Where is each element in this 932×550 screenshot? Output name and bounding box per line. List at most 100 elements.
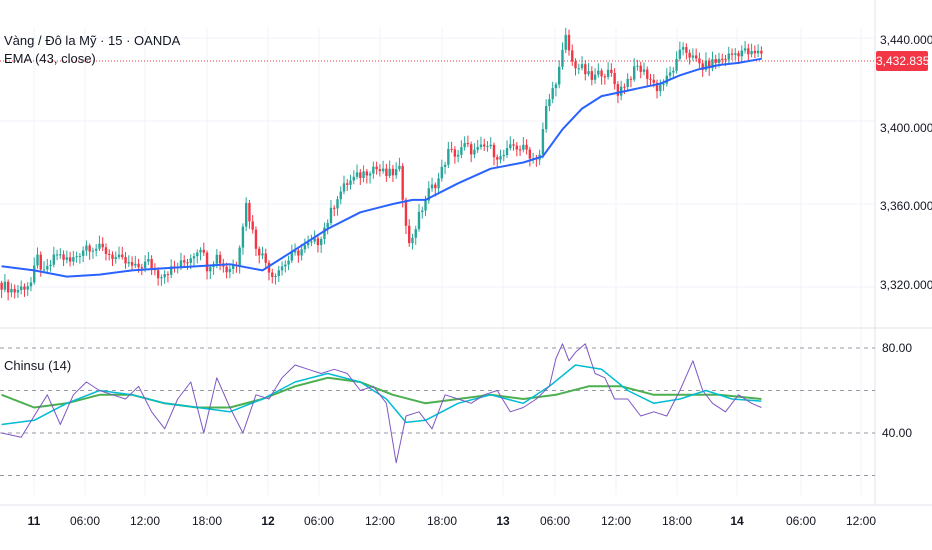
candle-body [134, 263, 137, 266]
candle-body [610, 69, 613, 74]
time-label: 12 [261, 514, 275, 528]
candle-body [707, 60, 711, 69]
candle-body [688, 52, 691, 58]
candle-body [606, 69, 610, 77]
candle-body [46, 266, 49, 270]
candle-body [365, 171, 369, 176]
candle-body [169, 266, 173, 275]
symbol-title[interactable]: Vàng / Đô la Mỹ · 15 · OANDA [4, 33, 181, 48]
candle-body [372, 166, 375, 174]
candle-body [522, 144, 525, 150]
candle-body [163, 274, 166, 278]
time-label: 13 [496, 514, 510, 528]
candle-body [261, 253, 264, 256]
candle-body [659, 84, 662, 92]
candle-body [642, 69, 646, 72]
candle-body [551, 88, 554, 100]
price-label: 3,360.000 [880, 199, 932, 213]
candle-body [33, 265, 36, 283]
candle-body [375, 166, 378, 170]
candle-body [362, 171, 365, 178]
oscillator-legend[interactable]: Chinsu (14) [4, 358, 72, 373]
candle-body [544, 105, 548, 130]
candle-body [518, 149, 522, 151]
candle-body [421, 210, 424, 212]
candle-body [704, 60, 708, 70]
candle-body [359, 172, 362, 178]
time-label: 12:00 [600, 514, 632, 528]
candle-body [483, 144, 486, 147]
candle-body [306, 242, 310, 246]
candle-body [150, 259, 153, 269]
candle-body [398, 165, 401, 170]
candle-body [453, 149, 457, 157]
candle-body [196, 252, 199, 257]
candle-body [3, 281, 7, 290]
candle-body [469, 144, 473, 155]
candle-body [300, 249, 303, 256]
candle-body [479, 144, 483, 148]
candle-body [541, 129, 545, 155]
candle-body [668, 72, 672, 76]
candle-body [629, 78, 633, 80]
candle-body [297, 250, 300, 256]
candle-body [98, 243, 101, 249]
candle-body [52, 254, 56, 265]
price-label: 3,440.000 [880, 33, 932, 47]
candle-body [127, 262, 130, 264]
candle-body [525, 144, 528, 150]
time-label: 12:00 [129, 514, 161, 528]
candle-body [603, 76, 607, 78]
candle-body [117, 254, 121, 258]
candle-body [290, 252, 294, 261]
candle-body [447, 148, 450, 165]
candle-body [342, 183, 346, 192]
candle-body [75, 256, 78, 258]
oscillator-fast-line [1, 343, 762, 464]
candle-body [401, 165, 404, 200]
time-label: 12:00 [364, 514, 396, 528]
candle-body [711, 59, 714, 69]
candle-body [724, 58, 727, 60]
candle-body [0, 282, 3, 290]
candle-body [672, 70, 675, 73]
ema-legend[interactable]: EMA (43, close) [4, 51, 96, 66]
time-label: 14 [730, 514, 744, 528]
candle-body [326, 223, 329, 228]
candle-body [580, 64, 584, 69]
candle-body [616, 84, 620, 96]
candle-body [280, 266, 284, 271]
candle-body [156, 270, 160, 279]
candle-body [636, 65, 639, 67]
candle-body [140, 267, 144, 269]
candle-body [437, 178, 440, 189]
candle-body [23, 286, 26, 290]
candle-body [274, 275, 277, 277]
oscillator-level-label: 40.00 [882, 426, 913, 440]
candle-body [548, 99, 551, 106]
price-label: 3,400.000 [880, 121, 932, 135]
candle-body [215, 254, 219, 264]
candle-body [750, 50, 753, 55]
candle-body [450, 148, 453, 150]
candle-body [639, 65, 642, 72]
candle-body [734, 53, 737, 55]
candle-body [202, 249, 205, 253]
candle-body [600, 70, 603, 77]
candle-body [336, 199, 339, 209]
price-label: 3,320.000 [880, 278, 932, 292]
candle-body [254, 229, 258, 249]
candle-body [62, 254, 65, 260]
candle-body [424, 200, 427, 211]
time-label: 06:00 [785, 514, 817, 528]
candle-body [189, 258, 192, 263]
candle-body [339, 191, 342, 200]
candle-body [574, 61, 577, 69]
candle-body [36, 254, 39, 266]
candle-body [466, 143, 470, 145]
candle-body [760, 50, 763, 54]
last-price-tag: 3,432.835 [876, 51, 929, 71]
candle-body [179, 260, 183, 268]
candle-body [88, 245, 91, 252]
